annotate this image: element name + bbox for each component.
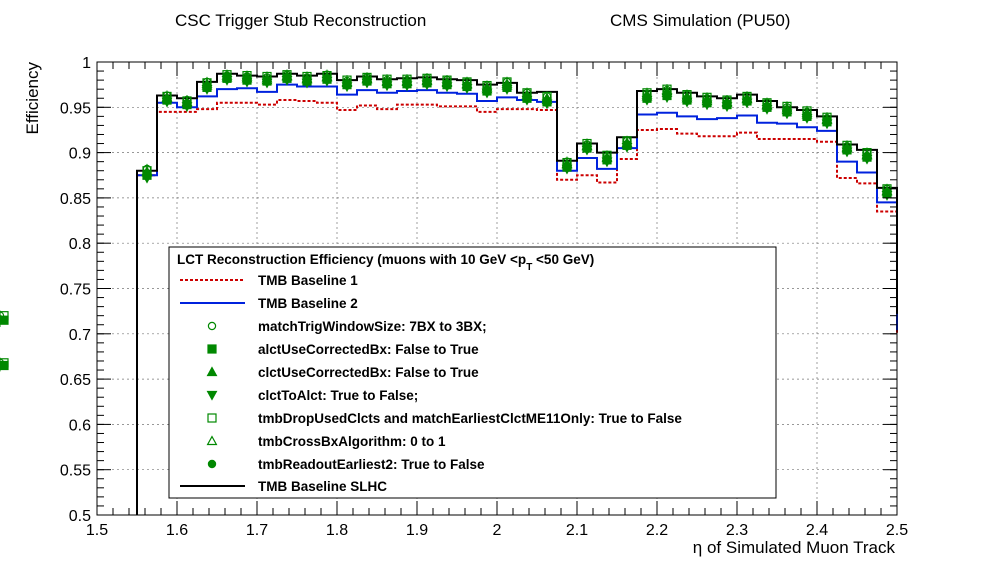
data-point-tmbreadoutearliest2-true-to-false bbox=[602, 154, 612, 164]
legend-title-end: <50 GeV) bbox=[532, 252, 594, 267]
x-tick-label: 2.1 bbox=[566, 522, 588, 539]
legend-title-main: LCT Reconstruction Efficiency (muons wit… bbox=[177, 252, 526, 267]
x-tick-label: 1.8 bbox=[326, 522, 348, 539]
y-tick-label: 0.5 bbox=[69, 508, 91, 525]
data-point-tmbreadoutearliest2-true-to-false bbox=[542, 96, 552, 106]
legend-label-clctusecorrectedbx-false-to-true: clctUseCorrectedBx: False to True bbox=[258, 365, 479, 380]
y-tick-label: 0.95 bbox=[60, 100, 91, 117]
data-point-tmbreadoutearliest2-true-to-false bbox=[642, 93, 652, 102]
data-point-tmbreadoutearliest2-true-to-false bbox=[742, 95, 752, 105]
legend-title-subscript: T bbox=[526, 262, 532, 273]
histogram-layer bbox=[136, 72, 898, 515]
data-point-tmbreadoutearliest2-true-to-false bbox=[502, 82, 512, 91]
axes: 1.5 1.6 1.7 1.8 1.9 2 2.1 2.2 2.3 2.4 2.5 0.5 0.55 0.… bbox=[60, 55, 908, 539]
y-axis-label: Efficiency bbox=[23, 62, 42, 135]
data-point-tmbreadoutearliest2-true-to-false bbox=[162, 94, 172, 104]
data-point-tmbreadoutearliest2-true-to-false bbox=[462, 81, 472, 90]
legend-label-alctusecorrectedbx-false-to-true: alctUseCorrectedBx: False to True bbox=[258, 342, 479, 357]
data-point-tmbreadoutearliest2-true-to-false bbox=[822, 116, 832, 126]
data-point-tmbreadoutearliest2-true-to-false bbox=[322, 74, 332, 83]
data-point-tmbreadoutearliest2-true-to-false bbox=[382, 78, 392, 88]
data-point-tmbreadoutearliest2-true-to-false bbox=[482, 85, 492, 95]
data-point-tmbreadoutearliest2-true-to-false bbox=[582, 142, 592, 152]
y-tick-label: 0.75 bbox=[60, 282, 91, 299]
legend-swatch-alctusecorrectedbx-false-to-true bbox=[207, 344, 217, 354]
x-tick-label: 1.7 bbox=[246, 522, 268, 539]
data-point-tmbreadoutearliest2-true-to-false bbox=[0, 361, 5, 370]
x-tick-label: 2.5 bbox=[886, 522, 908, 539]
x-tick-label: 2.3 bbox=[726, 522, 748, 539]
y-tick-label: 0.6 bbox=[69, 417, 91, 434]
data-point-tmbreadoutearliest2-true-to-false bbox=[142, 170, 152, 179]
data-point-tmbreadoutearliest2-true-to-false bbox=[662, 90, 672, 99]
data-point-tmbreadoutearliest2-true-to-false bbox=[522, 93, 532, 102]
y-tick-label: 0.8 bbox=[69, 236, 91, 253]
legend-label-tmb-baseline-2: TMB Baseline 2 bbox=[258, 296, 358, 311]
left-title: CSC Trigger Stub Reconstruction bbox=[175, 11, 426, 30]
legend-swatch-matchtrigwindowsize-7bx-to-3bx bbox=[207, 321, 217, 331]
y-tick-label: 1 bbox=[82, 55, 91, 72]
data-point-tmbreadoutearliest2-true-to-false bbox=[562, 161, 572, 171]
series-line-tmb-baseline-slhc bbox=[136, 72, 898, 515]
x-tick-label: 1.5 bbox=[86, 522, 108, 539]
data-point-tmbreadoutearliest2-true-to-false bbox=[862, 152, 872, 161]
y-tick-label: 0.65 bbox=[60, 372, 91, 389]
legend-swatch-tmbdropusedclcts-and-matchearliestclctme11only-true-to-false bbox=[207, 413, 217, 423]
data-point-tmbreadoutearliest2-true-to-false bbox=[222, 74, 232, 83]
legend-swatch-tmbreadoutearliest2-true-to-false bbox=[207, 459, 217, 469]
y-tick-label: 0.55 bbox=[60, 463, 91, 480]
x-tick-label: 2.2 bbox=[646, 522, 668, 539]
y-tick-label: 0.9 bbox=[69, 146, 91, 163]
data-point-tmbreadoutearliest2-true-to-false bbox=[802, 111, 812, 120]
data-point-tmbreadoutearliest2-true-to-false bbox=[342, 79, 352, 88]
series-line-tmb-baseline-1 bbox=[136, 99, 898, 515]
data-point-tmbreadoutearliest2-true-to-false bbox=[442, 79, 452, 88]
legend-swatch-clctusecorrectedbx-false-to-true bbox=[206, 366, 218, 377]
legend-label-clcttoalct-true-to-false: clctToAlct: True to False; bbox=[258, 388, 418, 403]
data-point-tmbreadoutearliest2-true-to-false bbox=[402, 78, 412, 88]
data-point-tmbreadoutearliest2-true-to-false bbox=[762, 102, 772, 111]
legend-label-tmb-baseline-slhc: TMB Baseline SLHC bbox=[258, 479, 387, 494]
series-line-tmb-baseline-2 bbox=[136, 83, 898, 515]
right-title: CMS Simulation (PU50) bbox=[610, 11, 790, 30]
data-point-tmbreadoutearliest2-true-to-false bbox=[0, 315, 5, 324]
legend-swatch-clcttoalct-true-to-false bbox=[206, 390, 218, 401]
legend-label-tmbcrossbxalgorithm-0-to-1: tmbCrossBxAlgorithm: 0 to 1 bbox=[258, 434, 446, 449]
data-point-tmbreadoutearliest2-true-to-false bbox=[422, 77, 432, 87]
data-point-tmbreadoutearliest2-true-to-false bbox=[362, 75, 372, 85]
legend-title: LCT Reconstruction Efficiency (muons wit… bbox=[177, 252, 594, 273]
data-point-tmbreadoutearliest2-true-to-false bbox=[182, 99, 192, 108]
y-tick-label: 0.7 bbox=[69, 327, 91, 344]
data-point-tmbreadoutearliest2-true-to-false bbox=[202, 82, 212, 91]
legend-entries: TMB Baseline 1 TMB Baseline 2 matchTrigWin… bbox=[180, 273, 682, 494]
x-tick-label: 2.4 bbox=[806, 522, 828, 539]
x-tick-label: 2 bbox=[493, 522, 502, 539]
data-point-tmbreadoutearliest2-true-to-false bbox=[622, 140, 632, 149]
marker-layer bbox=[0, 69, 893, 372]
data-point-tmbreadoutearliest2-true-to-false bbox=[842, 144, 852, 154]
data-point-tmbreadoutearliest2-true-to-false bbox=[702, 97, 712, 107]
legend-label-tmbdropusedclcts-and-matchearliestclctme11only-true-to-false: tmbDropUsedClcts and matchEarliestClctME… bbox=[258, 411, 682, 426]
legend-label-tmbreadoutearliest2-true-to-false: tmbReadoutEarliest2: True to False bbox=[258, 457, 485, 472]
data-point-tmbreadoutearliest2-true-to-false bbox=[262, 75, 272, 85]
y-tick-label: 0.85 bbox=[60, 191, 91, 208]
data-point-tmbreadoutearliest2-true-to-false bbox=[282, 73, 292, 82]
data-point-tmbreadoutearliest2-true-to-false bbox=[782, 106, 792, 116]
x-tick-label: 1.9 bbox=[406, 522, 428, 539]
legend-box bbox=[168, 246, 777, 499]
legend-swatch-tmbcrossbxalgorithm-0-to-1 bbox=[206, 435, 218, 446]
data-point-tmbreadoutearliest2-true-to-false bbox=[882, 188, 892, 197]
legend-label-matchtrigwindowsize-7bx-to-3bx: matchTrigWindowSize: 7BX to 3BX; bbox=[258, 319, 487, 334]
data-point-tmbreadoutearliest2-true-to-false bbox=[682, 94, 692, 104]
data-point-tmbreadoutearliest2-true-to-false bbox=[302, 75, 312, 85]
x-axis-label: η of Simulated Muon Track bbox=[693, 538, 896, 557]
data-point-tmbreadoutearliest2-true-to-false bbox=[722, 99, 732, 108]
x-tick-label: 1.6 bbox=[166, 522, 188, 539]
legend: LCT Reconstruction Efficiency (muons wit… bbox=[168, 246, 777, 499]
data-point-tmbreadoutearliest2-true-to-false bbox=[242, 75, 252, 84]
data-point-tmbdropusedclcts-and-matchearliestclctme11only-true-to-false bbox=[0, 358, 9, 368]
legend-label-tmb-baseline-1: TMB Baseline 1 bbox=[258, 273, 358, 288]
